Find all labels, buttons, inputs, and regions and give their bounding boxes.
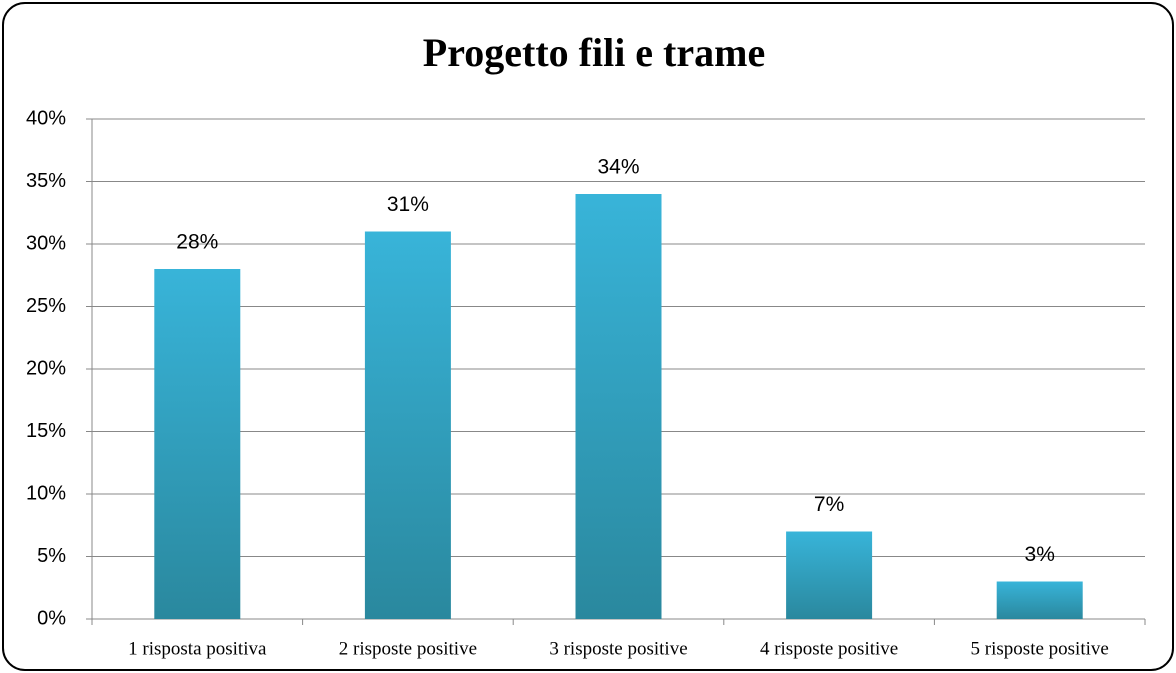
y-tick-label: 5% bbox=[37, 545, 66, 567]
y-tick-label: 35% bbox=[26, 170, 66, 192]
value-label: 31% bbox=[387, 193, 429, 216]
y-tick-label: 10% bbox=[26, 482, 66, 504]
y-tick-label: 20% bbox=[26, 357, 66, 379]
y-tick-label: 15% bbox=[26, 420, 66, 442]
y-tick-label: 0% bbox=[37, 607, 66, 629]
x-tick-label: 3 risposte positive bbox=[549, 638, 687, 659]
x-tick-label: 1 risposta positiva bbox=[128, 638, 267, 659]
value-label: 34% bbox=[597, 156, 639, 179]
y-tick-label: 30% bbox=[26, 232, 66, 254]
value-label: 3% bbox=[1025, 543, 1055, 566]
bar bbox=[364, 231, 451, 619]
value-label: 7% bbox=[814, 493, 844, 516]
bar bbox=[996, 581, 1083, 619]
x-tick-label: 4 risposte positive bbox=[760, 638, 898, 659]
bar bbox=[154, 269, 241, 619]
y-tick-label: 25% bbox=[26, 295, 66, 317]
value-label: 28% bbox=[176, 231, 218, 254]
bar bbox=[786, 531, 873, 619]
x-tick-label: 2 risposte positive bbox=[339, 638, 477, 659]
y-tick-label: 40% bbox=[26, 107, 66, 129]
bar bbox=[575, 194, 662, 619]
x-tick-label: 5 risposte positive bbox=[971, 638, 1109, 659]
chart-title: Progetto fili e trame bbox=[423, 30, 765, 75]
